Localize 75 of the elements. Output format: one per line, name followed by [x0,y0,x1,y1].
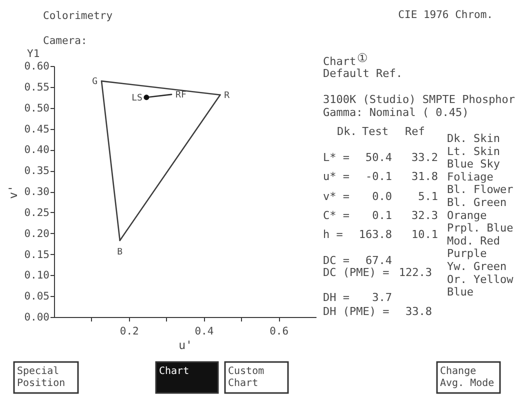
y-tick-label: 0.25 [24,206,50,219]
text: 5.1 [418,190,438,203]
y-tick-label: 0.55 [24,81,50,94]
annotation: RF [176,90,186,100]
text: h = [323,228,344,241]
text: u* = [323,170,350,183]
y-axis-title: v' [6,185,20,199]
text: Default Ref. [323,67,402,80]
text: Lt. Skin [447,144,500,158]
annotation: LS [132,93,142,104]
text: Colorimetry [43,10,113,22]
y-tick-label: 0.15 [24,248,50,261]
text: C* = [323,209,350,222]
text: Bl. Green [447,196,507,209]
text: v* = [323,190,350,203]
text: Camera: [43,35,88,47]
text: Chart [159,366,190,377]
text: Mod. Red [447,234,500,248]
text: DC = [323,254,350,267]
text: 3.7 [372,291,392,304]
text: Orange [447,208,487,222]
text: Prpl. Blue [447,222,514,235]
text: 163.8 [358,228,392,241]
text: Custom Chart [228,366,264,389]
text: Ref [405,125,425,138]
y-tick-label: 0.00 [24,312,50,324]
text: DH (PME) = [323,305,390,318]
x-tick-label: 0.2 [120,326,139,338]
text: Purple [447,247,487,260]
text: Or. Yellow [447,272,514,286]
text: 33.2 [412,151,438,164]
text: Dk. [337,125,357,138]
text: 32.3 [412,209,438,222]
text: ① [357,51,368,65]
text: Blue [447,286,474,299]
x-tick-label: 0.6 [270,326,289,338]
text: CIE 1976 Chrom. [398,9,493,21]
text: Yw. Green [447,260,507,273]
text: Bl. Flower [447,183,514,196]
x-tick-label: 0.4 [194,326,214,338]
y-tick-label: 0.35 [24,165,50,178]
text: 0.1 [372,209,392,222]
text: Y1 [27,48,40,60]
text: DH = [323,291,350,304]
text: Change Avg. Mode [440,366,494,389]
x-axis-title: u' [178,338,192,352]
text: Dk. Skin [447,132,500,145]
text: 50.4 [366,151,392,164]
text: Gamma: Nominal ( 0.45) [323,106,469,119]
text: 0.0 [372,190,392,203]
y-tick-label: 0.45 [24,123,50,136]
y-tick-label: 0.40 [24,144,50,156]
text: 67.4 [366,254,392,267]
annotation: R [224,90,230,101]
text: Test [362,125,388,138]
y-tick-label: 0.20 [24,228,50,240]
text: Chart [323,55,356,68]
text: 31.8 [412,170,438,183]
annotation: G [92,77,98,88]
text: 33.8 [406,305,432,318]
y-tick-label: 0.60 [24,60,50,72]
text: L* = [323,151,350,164]
text: -0.1 [366,170,392,183]
text: 3100K (Studio) SMPTE Phosphor [323,93,516,106]
y-tick-label: 0.50 [24,102,50,114]
text: 10.1 [412,228,438,241]
text: 122.3 [398,266,432,279]
text: Foliage [447,170,494,184]
y-tick-label: 0.10 [24,270,50,282]
annotation: B [117,247,123,258]
y-tick-label: 0.05 [24,290,50,303]
text: Special Position [17,366,66,389]
y-tick-label: 0.30 [24,186,50,198]
text: DC (PME) = [323,266,390,279]
text: Blue Sky [447,158,500,171]
